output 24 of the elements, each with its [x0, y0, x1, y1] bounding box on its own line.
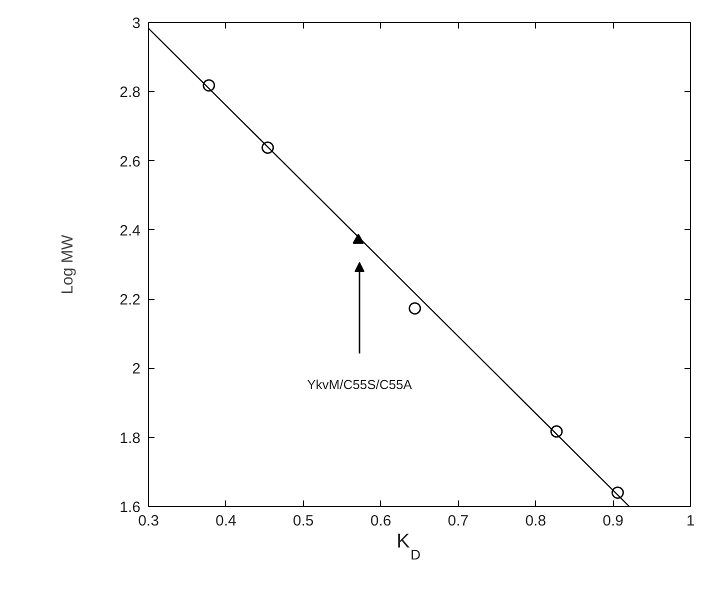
x-tick-label: 1 [686, 512, 695, 530]
point [352, 234, 364, 244]
x-tick-label: 0.7 [448, 512, 469, 530]
x-tick-label: 0.3 [138, 512, 159, 530]
y-tick-label: 2.8 [120, 84, 141, 102]
x-tick-label: 0.6 [370, 512, 392, 530]
y-axis-title: Log MW [60, 234, 77, 294]
y-tick-label: 2.2 [120, 292, 141, 309]
y-tick-label: 2.6 [120, 153, 141, 170]
x-tick-label: 0.9 [602, 512, 624, 530]
y-tick-label: 2.4 [120, 222, 141, 240]
y-tick-label: 2 [132, 360, 140, 378]
y-tick-label: 1.6 [120, 499, 141, 516]
point [262, 141, 274, 154]
x-tick-label: 0.5 [292, 512, 314, 530]
y-tick-label: 1.8 [120, 430, 141, 447]
y-tick-label: 3 [132, 15, 140, 32]
x-tick-label: 0.8 [525, 512, 546, 530]
point [408, 302, 422, 315]
annotation: YkvM/C55S/C55A [307, 377, 412, 392]
x-tick-label: 0.4 [216, 512, 236, 530]
point [550, 425, 563, 438]
point [612, 486, 624, 499]
point [202, 79, 216, 92]
